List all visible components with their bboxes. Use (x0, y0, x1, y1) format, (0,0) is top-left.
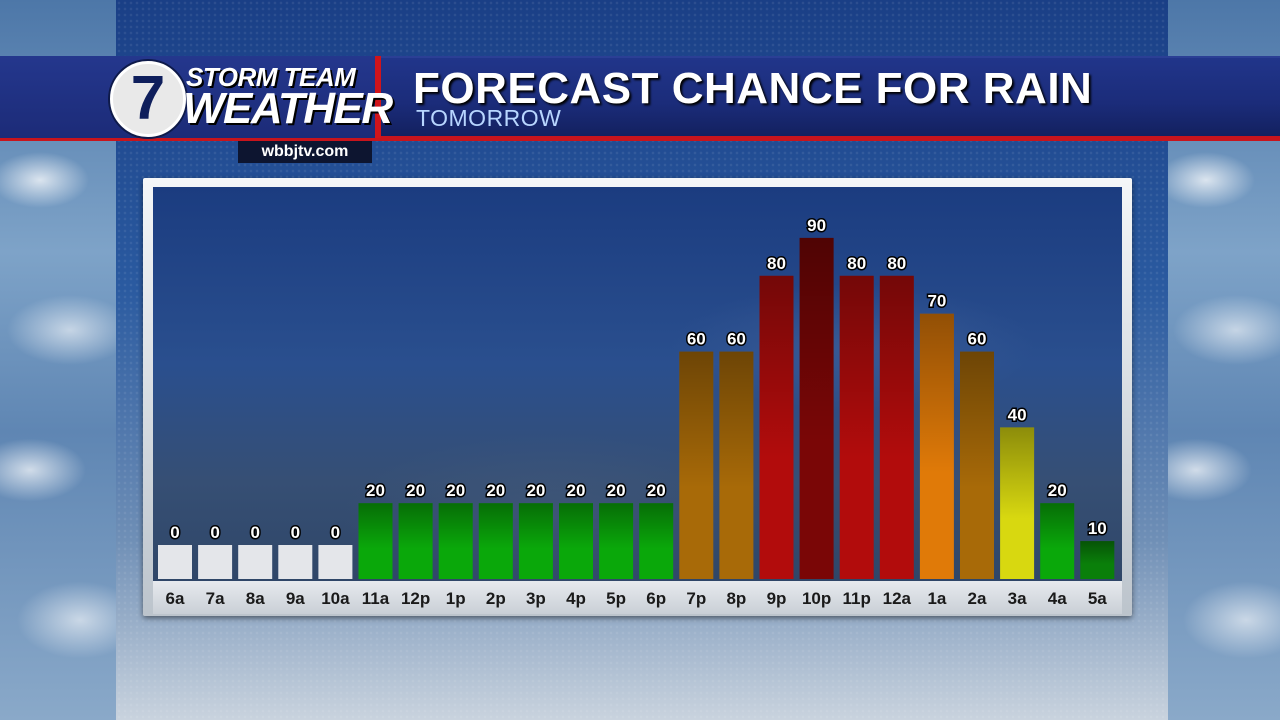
tick-label-3p: 3p (526, 589, 546, 608)
tick-label-2a: 2a (968, 589, 987, 608)
page-title: FORECAST CHANCE FOR RAIN (413, 64, 1093, 113)
bar-shade-2p (478, 503, 513, 549)
bar-shade-8p (719, 351, 754, 488)
tick-label-12a: 12a (883, 589, 912, 608)
logo-number: 7 (130, 64, 166, 133)
brand-storm-team: STORM TEAM (186, 62, 356, 92)
bar-shade-5p (599, 503, 634, 549)
tick-label-7p: 7p (686, 589, 706, 608)
bar-shade-6p (639, 503, 674, 549)
bar-9a (278, 545, 313, 579)
tick-label-3a: 3a (1008, 589, 1027, 608)
x-axis-strip (153, 581, 1122, 614)
bar-shade-4p (559, 503, 593, 549)
bar-shade-1a (919, 313, 954, 473)
tick-label-9p: 9p (767, 589, 787, 608)
data-label-9a: 0 (291, 523, 300, 542)
website-url: wbbjtv.com (238, 141, 372, 163)
data-label-2p: 20 (486, 481, 505, 500)
bar-8a (238, 545, 273, 579)
tick-label-2p: 2p (486, 589, 506, 608)
data-label-8p: 60 (727, 330, 746, 349)
bar-10a (318, 545, 353, 579)
data-label-5p: 20 (607, 481, 626, 500)
tick-label-4p: 4p (566, 589, 586, 608)
tick-label-10a: 10a (321, 589, 350, 608)
data-label-7a: 0 (210, 523, 219, 542)
bar-shade-1p (438, 503, 473, 549)
bar-shade-4a (1040, 503, 1075, 549)
tick-label-1p: 1p (446, 589, 466, 608)
header-red-rule (0, 136, 1280, 141)
tick-label-10p: 10p (802, 589, 831, 608)
data-label-4a: 20 (1048, 481, 1067, 500)
data-label-10a: 0 (331, 523, 340, 542)
brand-weather: WEATHER (183, 84, 393, 133)
data-label-11p: 80 (847, 254, 866, 273)
data-label-8a: 0 (250, 523, 259, 542)
tick-label-1a: 1a (927, 589, 946, 608)
bar-7a (198, 545, 233, 579)
tick-label-6p: 6p (646, 589, 666, 608)
bar-shade-9p (759, 275, 794, 458)
tick-label-6a: 6a (166, 589, 185, 608)
bar-shade-3p (518, 503, 553, 549)
data-label-12a: 80 (887, 254, 906, 273)
bar-shade-12a (879, 275, 914, 458)
data-label-11a: 20 (366, 481, 385, 500)
bar-6a (158, 545, 192, 579)
data-label-2a: 60 (968, 330, 987, 349)
bar-shade-11p (839, 275, 874, 458)
station-logo-icon: 7 (110, 61, 186, 137)
bar-shade-5a (1080, 541, 1115, 564)
logo-panel (0, 56, 381, 138)
tick-label-8p: 8p (726, 589, 746, 608)
tick-label-5a: 5a (1088, 589, 1107, 608)
data-label-9p: 80 (767, 254, 786, 273)
tick-label-5p: 5p (606, 589, 626, 608)
data-label-6a: 0 (170, 523, 179, 542)
tick-label-9a: 9a (286, 589, 305, 608)
bar-shade-12p (398, 503, 433, 549)
bar-shade-2a (960, 351, 994, 488)
bar-shade-11a (358, 503, 393, 549)
data-label-4p: 20 (567, 481, 586, 500)
data-label-3p: 20 (526, 481, 545, 500)
tick-label-11p: 11p (843, 589, 871, 608)
bar-shade-7p (679, 351, 714, 488)
bar-shade-10p (799, 237, 834, 443)
data-label-7p: 60 (687, 330, 706, 349)
data-label-1a: 70 (927, 292, 946, 311)
data-label-1p: 20 (446, 481, 465, 500)
data-label-3a: 40 (1008, 405, 1027, 424)
tick-label-7a: 7a (206, 589, 225, 608)
bar-shade-3a (1000, 427, 1035, 519)
data-label-12p: 20 (406, 481, 425, 500)
tick-label-4a: 4a (1048, 589, 1067, 608)
data-label-6p: 20 (647, 481, 666, 500)
data-label-10p: 90 (807, 216, 826, 235)
page-subtitle: TOMORROW (416, 105, 562, 131)
tick-label-8a: 8a (246, 589, 265, 608)
data-label-5a: 10 (1088, 519, 1107, 538)
tick-label-12p: 12p (401, 589, 430, 608)
tick-label-11a: 11a (362, 589, 390, 608)
